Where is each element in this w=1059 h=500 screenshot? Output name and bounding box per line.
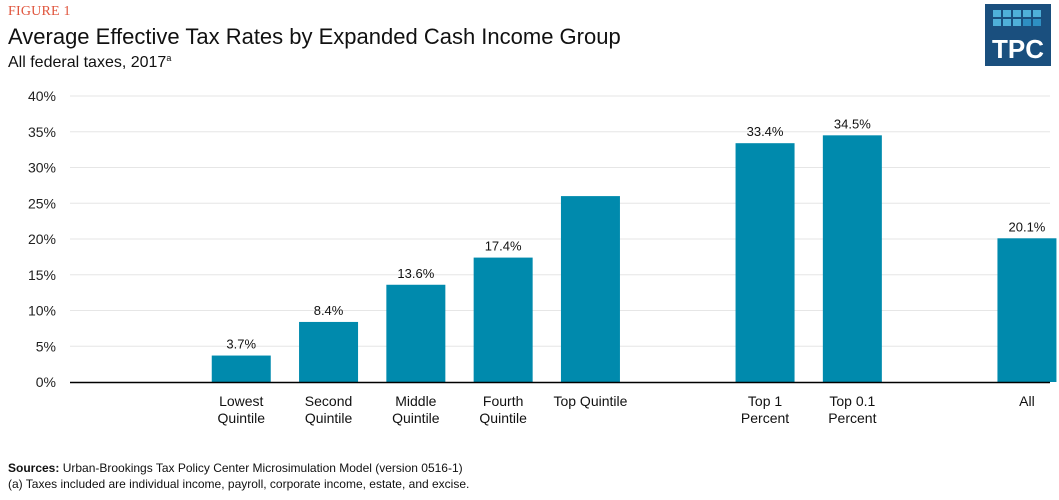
- subtitle-text: All federal taxes, 2017: [8, 54, 167, 71]
- data-label: 34.5%: [834, 116, 871, 131]
- footnote-a: (a) Taxes included are individual income…: [8, 477, 470, 491]
- logo-tile: [1023, 19, 1031, 26]
- y-tick-label: 40%: [28, 88, 56, 104]
- bar: [386, 284, 446, 382]
- x-category-label: Percent: [741, 410, 789, 426]
- x-category-label: All: [1019, 393, 1035, 409]
- sources-note: Sources: Urban-Brookings Tax Policy Cent…: [8, 461, 463, 475]
- bar-chart: 0% 5% 10% 15% 20% 25% 30% 35% 40% 3.7% 8.4% 13.6% 1…: [28, 88, 1057, 426]
- x-axis-labels: LowestQuintileSecondQuintileMiddleQuinti…: [218, 393, 1035, 426]
- tpc-logo: TPC: [985, 4, 1051, 66]
- data-label: 17.4%: [485, 239, 522, 254]
- gridlines: [70, 95, 1050, 347]
- x-category-label: Top Quintile: [553, 393, 627, 409]
- bar: [735, 143, 795, 382]
- y-tick-label: 0%: [36, 374, 56, 390]
- logo-tile: [1003, 19, 1011, 26]
- bar: [299, 321, 359, 382]
- logo-tile: [1033, 19, 1041, 26]
- logo-tile-grid: [993, 10, 1041, 26]
- y-axis-ticks: 0% 5% 10% 15% 20% 25% 30% 35% 40%: [28, 88, 56, 390]
- y-tick-label: 20%: [28, 231, 56, 247]
- x-category-label: Quintile: [479, 410, 527, 426]
- x-category-label: Quintile: [305, 410, 353, 426]
- sources-label: Sources:: [8, 461, 60, 475]
- logo-tile: [993, 19, 1001, 26]
- y-tick-label: 15%: [28, 267, 56, 283]
- x-category-label: Percent: [828, 410, 876, 426]
- y-tick-label: 30%: [28, 160, 56, 176]
- x-category-label: Top 1: [748, 393, 782, 409]
- data-label: 20.1%: [1009, 219, 1046, 234]
- bars: [211, 135, 1057, 382]
- x-category-label: Fourth: [483, 393, 523, 409]
- logo-tile: [1003, 10, 1011, 17]
- logo-tile: [1033, 10, 1041, 17]
- x-category-label: Top 0.1: [829, 393, 875, 409]
- data-labels: 3.7% 8.4% 13.6% 17.4% 33.4% 34.5% 20.1%: [226, 116, 1045, 351]
- logo-text: TPC: [992, 34, 1044, 64]
- bar: [997, 238, 1057, 382]
- bar: [560, 196, 620, 382]
- logo-tile: [1023, 10, 1031, 17]
- logo-tile: [1013, 10, 1021, 17]
- sources-text: Urban-Brookings Tax Policy Center Micros…: [59, 461, 463, 475]
- data-label: 3.7%: [226, 337, 256, 352]
- x-category-label: Middle: [395, 393, 436, 409]
- bar: [211, 355, 271, 382]
- subtitle-footnote-marker: a: [166, 53, 172, 63]
- y-tick-label: 5%: [36, 338, 56, 354]
- y-tick-label: 10%: [28, 303, 56, 319]
- data-label: 13.6%: [397, 266, 434, 281]
- x-category-label: Quintile: [392, 410, 440, 426]
- chart-title: Average Effective Tax Rates by Expanded …: [8, 24, 621, 49]
- logo-tile: [993, 10, 1001, 17]
- x-category-label: Quintile: [218, 410, 266, 426]
- x-category-label: Second: [305, 393, 352, 409]
- y-tick-label: 25%: [28, 195, 56, 211]
- x-category-label: Lowest: [219, 393, 263, 409]
- bar: [473, 257, 533, 382]
- figure-label: FIGURE 1: [8, 4, 71, 19]
- data-label: 8.4%: [314, 303, 344, 318]
- data-label: 33.4%: [747, 124, 784, 139]
- logo-tile: [1013, 19, 1021, 26]
- chart-subtitle: All federal taxes, 2017a: [8, 53, 171, 72]
- y-tick-label: 35%: [28, 124, 56, 140]
- bar: [822, 135, 882, 382]
